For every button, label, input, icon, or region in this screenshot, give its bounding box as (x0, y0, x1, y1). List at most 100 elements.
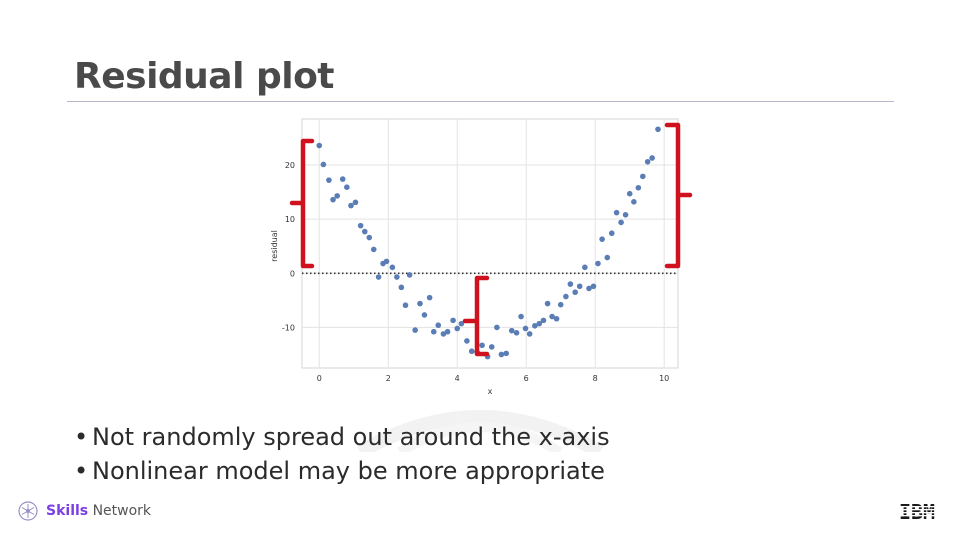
bullet-dot-icon: • (74, 457, 89, 485)
data-point (402, 302, 409, 309)
data-point (344, 184, 350, 191)
data-point (626, 190, 633, 197)
data-point (618, 219, 624, 226)
ibm-logo: IBM (892, 501, 942, 523)
data-point (320, 161, 327, 168)
data-point (426, 294, 433, 301)
data-point (557, 301, 564, 308)
data-point (326, 177, 332, 183)
slide-title: Residual plot (74, 56, 335, 97)
bullet-list: • Not randomly spread out around the x-ax… (74, 420, 610, 488)
bullet-item: • Nonlinear model may be more appropriate (74, 454, 610, 488)
x-tick-label: 0 (317, 374, 322, 383)
data-point (622, 212, 629, 218)
data-point (348, 202, 354, 209)
bullet-dot-icon: • (74, 423, 89, 451)
data-point (526, 331, 533, 337)
data-point (479, 342, 485, 349)
data-point (394, 274, 400, 280)
data-point (518, 313, 524, 320)
data-point (339, 176, 346, 182)
data-point (458, 320, 465, 327)
data-point (421, 312, 428, 318)
y-tick-label: 20 (285, 161, 295, 170)
data-point (435, 322, 442, 329)
skills-network-logo-icon (18, 501, 38, 521)
data-point (544, 300, 551, 307)
data-point (553, 315, 560, 322)
data-point (366, 234, 373, 241)
brand-name-strong: Skills (46, 503, 89, 519)
data-point (370, 246, 377, 253)
x-axis-label: x (488, 387, 493, 396)
data-point (430, 328, 437, 335)
data-point (468, 348, 475, 355)
data-point (334, 193, 340, 199)
x-tick-label: 2 (386, 374, 391, 383)
data-points (316, 126, 661, 360)
y-tick-label: 0 (290, 269, 295, 278)
data-point (586, 285, 592, 292)
y-tick-label: -10 (282, 323, 295, 332)
bullet-text: Nonlinear model may be more appropriate (92, 457, 605, 485)
data-point (440, 331, 447, 337)
title-divider (67, 101, 894, 102)
x-tick-label: 8 (593, 374, 598, 383)
data-point (582, 264, 588, 271)
data-point (590, 283, 597, 290)
data-point (513, 330, 520, 336)
plot-area (301, 118, 679, 369)
data-point (604, 254, 611, 261)
data-point (316, 142, 323, 149)
data-point (503, 350, 510, 357)
data-point (608, 230, 615, 237)
data-point (464, 338, 470, 344)
tick-labels: 0 2 4 6 8 10 -10 0 10 20 (282, 161, 669, 383)
data-point (572, 289, 579, 296)
bullet-text: Not randomly spread out around the x-axi… (92, 423, 610, 451)
data-point (522, 325, 529, 332)
data-point (450, 317, 456, 324)
data-point (454, 325, 461, 332)
data-point (375, 274, 382, 280)
x-tick-label: 4 (455, 374, 460, 383)
data-point (563, 293, 569, 300)
data-point (540, 317, 547, 324)
data-point (417, 300, 423, 307)
brand-name-rest: Network (88, 503, 152, 519)
data-point (599, 236, 605, 242)
data-point (398, 284, 405, 291)
x-tick-label: 10 (659, 374, 669, 383)
residual-scatter-chart: 0 2 4 6 8 10 -10 0 10 20 x residual (270, 118, 693, 396)
data-point (635, 184, 642, 191)
data-point (567, 281, 574, 287)
data-point (361, 228, 368, 235)
data-point (352, 199, 359, 206)
data-point (536, 320, 543, 327)
data-point (412, 327, 418, 333)
data-point (330, 196, 336, 203)
skills-network-brand: Skills Network (18, 500, 151, 522)
data-point (498, 351, 505, 358)
bracket-middle-annotation (462, 275, 490, 357)
data-point (494, 324, 500, 331)
bullet-item: • Not randomly spread out around the x-ax… (74, 420, 610, 454)
data-point (444, 328, 451, 335)
data-point (613, 209, 620, 216)
data-point (640, 173, 646, 180)
bracket-left-annotation (289, 138, 315, 269)
data-point (488, 344, 495, 350)
data-point (508, 327, 515, 334)
data-point (357, 222, 364, 229)
data-point (549, 313, 555, 320)
x-tick-label: 6 (524, 374, 529, 383)
data-point (406, 272, 413, 278)
data-point (631, 199, 637, 205)
y-tick-label: 10 (285, 215, 295, 224)
watermark-logo-icon (356, 410, 604, 452)
data-point (576, 283, 583, 290)
data-point (644, 158, 651, 165)
bracket-right-annotation (664, 122, 693, 269)
data-point (383, 258, 390, 265)
data-point (532, 322, 538, 329)
